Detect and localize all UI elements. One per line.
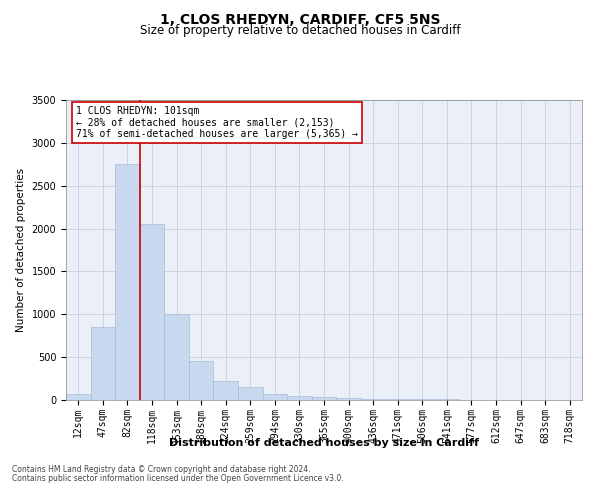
- Bar: [140, 224, 164, 400]
- Bar: [214, 380, 238, 400]
- Text: 1 CLOS RHEDYN: 101sqm
← 28% of detached houses are smaller (2,153)
71% of semi-d: 1 CLOS RHEDYN: 101sqm ← 28% of detached …: [76, 106, 358, 139]
- Y-axis label: Number of detached properties: Number of detached properties: [16, 168, 26, 332]
- Bar: [164, 314, 189, 400]
- Text: Distribution of detached houses by size in Cardiff: Distribution of detached houses by size …: [169, 438, 479, 448]
- Bar: [263, 394, 287, 400]
- Bar: [287, 396, 312, 400]
- Bar: [361, 398, 385, 400]
- Text: Contains HM Land Registry data © Crown copyright and database right 2024.: Contains HM Land Registry data © Crown c…: [12, 466, 311, 474]
- Bar: [385, 399, 410, 400]
- Text: Contains public sector information licensed under the Open Government Licence v3: Contains public sector information licen…: [12, 474, 344, 483]
- Bar: [91, 327, 115, 400]
- Bar: [238, 387, 263, 400]
- Bar: [66, 394, 91, 400]
- Bar: [336, 398, 361, 400]
- Bar: [189, 362, 214, 400]
- Bar: [312, 397, 336, 400]
- Text: 1, CLOS RHEDYN, CARDIFF, CF5 5NS: 1, CLOS RHEDYN, CARDIFF, CF5 5NS: [160, 12, 440, 26]
- Bar: [115, 164, 140, 400]
- Text: Size of property relative to detached houses in Cardiff: Size of property relative to detached ho…: [140, 24, 460, 37]
